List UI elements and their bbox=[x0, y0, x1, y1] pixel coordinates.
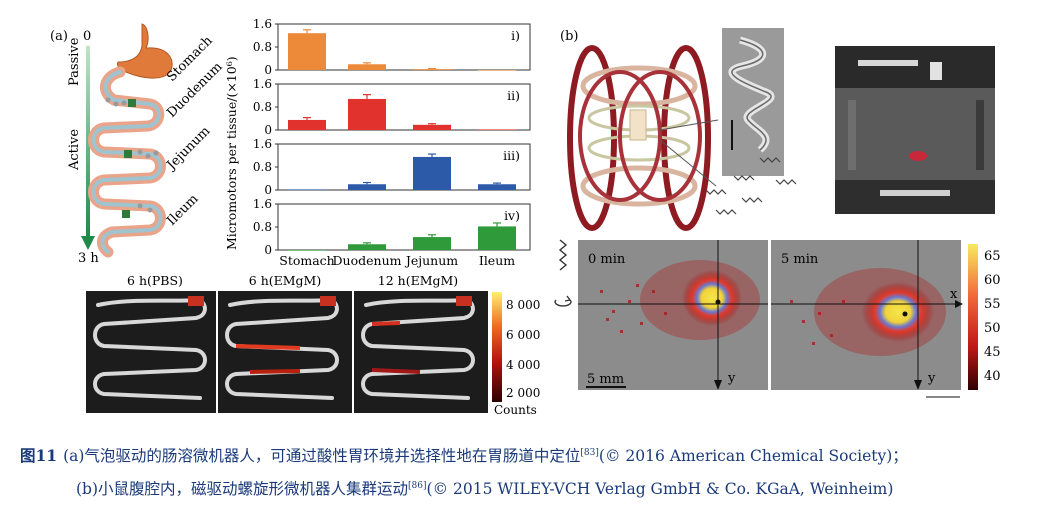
caption-line-1: 图11 (a)气泡驱动的肠溶微机器人，可通过酸性胃环境并选择性地在胃肠道中定位[8… bbox=[20, 438, 1020, 471]
caption-ref-a: [83] bbox=[580, 448, 599, 458]
panel-frame bbox=[277, 143, 531, 191]
figure-caption: 图11 (a)气泡驱动的肠溶微机器人，可通过酸性胃环境并选择性地在胃肠道中定位[8… bbox=[20, 438, 1020, 504]
bar bbox=[288, 33, 326, 70]
bar bbox=[478, 129, 516, 131]
bar bbox=[288, 189, 326, 191]
in-vivo-image bbox=[835, 46, 995, 214]
y-tick-label: 0.8 bbox=[253, 160, 272, 174]
heatmap-tick: 65 bbox=[984, 249, 1001, 264]
rotation-icon bbox=[554, 239, 572, 307]
caption-text-a: (a)气泡驱动的肠溶微机器人，可通过酸性胃环境并选择性地在胃肠道中定位 bbox=[63, 447, 581, 466]
counts-tick: 8 000 bbox=[506, 298, 540, 312]
organ-jejunum-label: Jejunum bbox=[163, 124, 213, 174]
bar bbox=[348, 98, 386, 130]
gut-image-pbs bbox=[86, 291, 216, 413]
heatmap-tick: 60 bbox=[984, 273, 1001, 288]
y-tick-label: 0 bbox=[264, 183, 272, 197]
micromotor-markers bbox=[105, 97, 159, 218]
panel-series-label: i) bbox=[511, 28, 520, 43]
bar bbox=[478, 226, 516, 250]
y-tick-label: 0.8 bbox=[253, 100, 272, 114]
bar bbox=[348, 64, 386, 70]
bar-charts: 1.6 0.8 0 i) 1.6 0.8 0 ii) 1.6 0.8 0 iii) 1.6 0.8 0 iv) bbox=[253, 17, 531, 257]
counts-colorbar bbox=[492, 292, 502, 402]
caption-copyright-b: (© 2015 WILEY-VCH Verlag GmbH & Co. KGaA… bbox=[426, 480, 894, 499]
axis-x-label: x bbox=[950, 287, 958, 302]
y-tick-label: 0.8 bbox=[253, 40, 272, 54]
counts-label: Counts bbox=[494, 403, 537, 417]
helix-sem-image bbox=[722, 28, 784, 176]
bar bbox=[348, 244, 386, 250]
bar bbox=[478, 70, 516, 71]
active-label: Active bbox=[67, 129, 82, 171]
category-label: Jejunum bbox=[404, 253, 458, 268]
helix-swarm bbox=[705, 157, 797, 215]
caption-line-2: (b)小鼠腹腔内，磁驱动螺旋形微机器人集群运动[86](© 2015 WILEY… bbox=[20, 471, 1020, 504]
y-tick-label: 1.6 bbox=[253, 77, 272, 91]
bar bbox=[348, 184, 386, 190]
y-tick-label: 0 bbox=[264, 123, 272, 137]
category-label: Stomach bbox=[279, 253, 334, 268]
y-tick-label: 1.6 bbox=[253, 197, 272, 211]
y-tick-label: 1.6 bbox=[253, 137, 272, 151]
heatmap-tick: 55 bbox=[984, 297, 1001, 312]
heatmap-colorbar bbox=[968, 244, 978, 390]
time-arrow bbox=[86, 46, 90, 236]
bar bbox=[478, 184, 516, 190]
gut-image-emgm-6h bbox=[218, 291, 352, 413]
category-label: Duodenum bbox=[333, 253, 402, 268]
panel-a-label: (a) bbox=[50, 29, 68, 44]
passive-label: Passive bbox=[67, 37, 82, 86]
panel-series-label: iii) bbox=[503, 148, 520, 163]
axis-y-label-5: y bbox=[927, 371, 936, 386]
caption-copyright-a: (© 2016 American Chemical Society)； bbox=[598, 447, 908, 466]
intestine-inner bbox=[91, 70, 163, 254]
heatmap-5min bbox=[771, 240, 963, 390]
heatmap-0min bbox=[578, 240, 768, 390]
heatmap-tick: 40 bbox=[984, 369, 1001, 384]
counts-tick: 4 000 bbox=[506, 358, 540, 372]
gut-title-pbs: 6 h(PBS) bbox=[127, 273, 183, 288]
axis-y-label-0: y bbox=[727, 371, 736, 386]
coil-apparatus bbox=[567, 45, 719, 231]
gut-title-emgm-12h: 12 h(EMgM) bbox=[378, 273, 458, 288]
bar bbox=[288, 119, 326, 130]
gut-image-emgm-12h bbox=[354, 291, 488, 413]
y-tick-label: 0.8 bbox=[253, 220, 272, 234]
panel-b-label: (b) bbox=[560, 29, 578, 44]
counts-tick: 6 000 bbox=[506, 328, 540, 342]
time-end-label: 3 h bbox=[78, 251, 99, 266]
caption-text-b: (b)小鼠腹腔内，磁驱动螺旋形微机器人集群运动 bbox=[76, 480, 409, 499]
bar bbox=[413, 156, 451, 190]
heatmap-tick: 45 bbox=[984, 345, 1001, 360]
time-start-label: 0 bbox=[83, 29, 91, 44]
bar bbox=[413, 69, 451, 70]
intestine-shape bbox=[88, 66, 166, 258]
y-tick-label: 1.6 bbox=[253, 17, 272, 31]
heatmap-title-5min: 5 min bbox=[781, 252, 819, 267]
bar bbox=[413, 237, 451, 250]
caption-ref-b: [86] bbox=[408, 481, 427, 492]
heatmap-tick: 50 bbox=[984, 321, 1001, 336]
scale-bar-label: 5 mm bbox=[587, 372, 624, 387]
category-label: Ileum bbox=[479, 253, 515, 268]
organ-ileum-label: Ileum bbox=[164, 192, 201, 229]
bar bbox=[288, 250, 326, 251]
y-tick-label: 0 bbox=[264, 63, 272, 77]
y-tick-label: 0 bbox=[264, 243, 272, 257]
time-arrow-head bbox=[81, 236, 95, 250]
figure: (a) 0 3 h Passive Active Stomach Duodenu… bbox=[50, 17, 1001, 417]
panel-series-label: iv) bbox=[504, 208, 520, 223]
counts-tick: 2 000 bbox=[506, 386, 540, 400]
figure-number: 图11 bbox=[20, 446, 58, 466]
category-labels: Stomach Duodenum Jejunum Ileum bbox=[279, 253, 515, 268]
bar bbox=[413, 124, 451, 130]
panel-series-label: ii) bbox=[507, 88, 520, 103]
heatmap-title-0min: 0 min bbox=[588, 252, 626, 267]
gut-title-emgm-6h: 6 h(EMgM) bbox=[249, 273, 321, 288]
stomach-shape bbox=[117, 23, 173, 79]
chart-ylabel: Micromotors per tissue/(×10⁶) bbox=[224, 56, 239, 250]
